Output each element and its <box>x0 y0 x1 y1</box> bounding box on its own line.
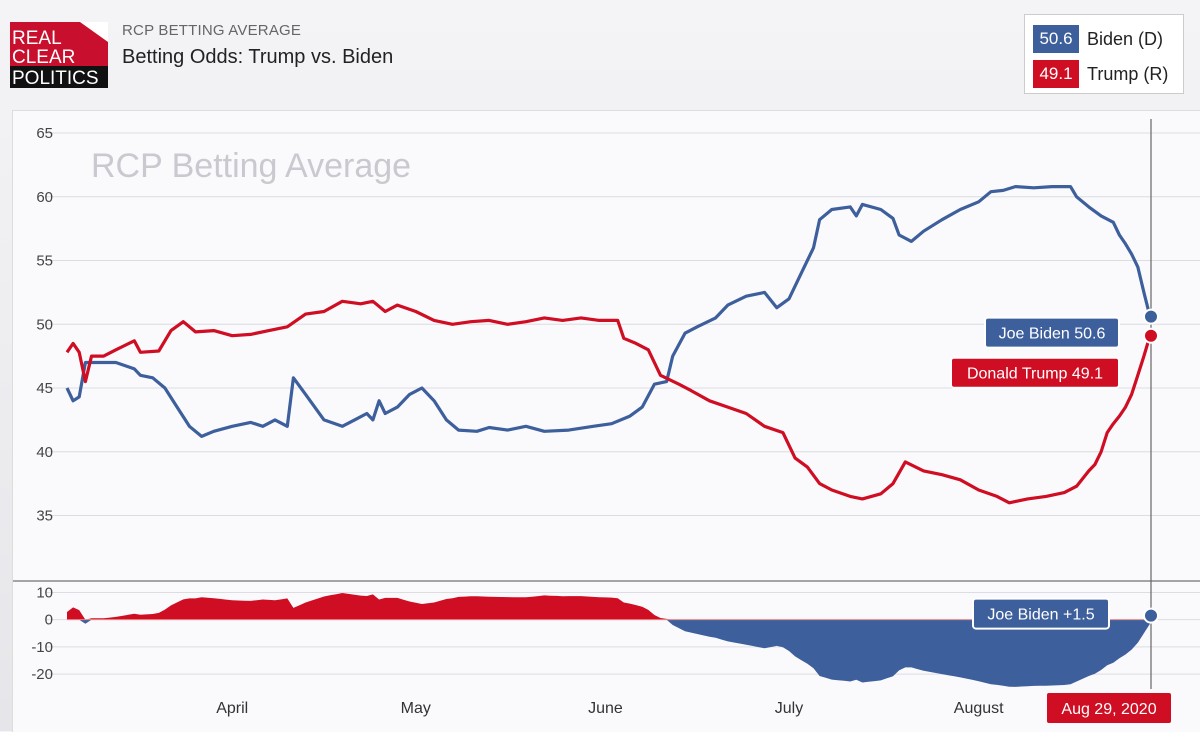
y-tick-label: 0 <box>45 612 53 629</box>
legend-trump-value: 49.1 <box>1033 60 1079 88</box>
end-label-biden-bg <box>984 316 1120 349</box>
y-tick-label: 10 <box>36 584 53 601</box>
x-tick-label: July <box>775 700 803 717</box>
legend: 50.6 Biden (D) 49.1 Trump (R) <box>1024 14 1184 94</box>
logo-text-real: REAL <box>12 28 62 49</box>
legend-biden-name: Biden (D) <box>1087 28 1164 49</box>
realclearpolitics-logo: REAL CLEAR POLITICS <box>10 22 108 88</box>
series-line-joe-biden <box>65 185 1152 438</box>
spread-area-trump <box>67 593 1150 620</box>
legend-biden-value: 50.6 <box>1033 25 1079 53</box>
logo-text-politics: POLITICS <box>12 68 99 88</box>
end-label-biden-text: Joe Biden 50.6 <box>999 326 1106 343</box>
chart-subtitle: RCP BETTING AVERAGE <box>122 22 302 39</box>
y-tick-label: -20 <box>31 666 53 683</box>
end-label-trump-bg <box>950 356 1120 389</box>
current-date-text: Aug 29, 2020 <box>1061 701 1156 718</box>
x-tick-label: August <box>954 700 1004 717</box>
y-tick-label: 45 <box>36 380 53 397</box>
end-label-trump: Donald Trump 49.1 <box>950 356 1120 389</box>
chart-area[interactable]: RCP Betting Average 35 40 45 50 55 60 65 -20 -10 0… <box>12 110 1200 732</box>
current-date-bg <box>1047 693 1171 723</box>
spread-end-label-bg <box>972 597 1110 630</box>
spread-end-marker <box>1143 607 1159 624</box>
y-tick-label: 65 <box>36 125 53 142</box>
y-tick-label: 50 <box>36 316 53 333</box>
legend-trump-name: Trump (R) <box>1087 63 1169 84</box>
chart-watermark-title: RCP Betting Average <box>91 147 411 185</box>
y-tick-label: -10 <box>31 639 53 656</box>
logo-text-clear: CLEAR <box>12 47 75 68</box>
x-tick-label: May <box>401 700 431 717</box>
y-tick-label: 60 <box>36 189 53 206</box>
current-date-label: Aug 29, 2020 <box>1047 693 1171 723</box>
y-tick-label: 35 <box>36 508 53 525</box>
y-tick-label: 55 <box>36 253 53 270</box>
end-label-trump-text: Donald Trump 49.1 <box>967 366 1103 383</box>
x-tick-label: April <box>216 700 248 717</box>
series-line-donald-trump <box>65 299 1152 505</box>
betting-odds-chart[interactable]: RCP Betting Average 35 40 45 50 55 60 65 -20 -10 0… <box>13 111 1200 732</box>
end-label-biden: Joe Biden 50.6 <box>984 316 1120 349</box>
spread-area-biden <box>67 619 1150 687</box>
end-marker <box>1143 327 1159 344</box>
y-tick-label: 40 <box>36 444 53 461</box>
x-tick-label: June <box>588 700 623 717</box>
legend-item-biden[interactable]: 50.6 Biden (D) <box>1033 25 1163 53</box>
legend-item-trump[interactable]: 49.1 Trump (R) <box>1033 60 1168 88</box>
spread-end-label-text: Joe Biden +1.5 <box>987 607 1094 624</box>
end-marker <box>1143 308 1159 325</box>
spread-end-label: Joe Biden +1.5 <box>972 597 1110 630</box>
chart-title: Betting Odds: Trump vs. Biden <box>122 46 394 68</box>
